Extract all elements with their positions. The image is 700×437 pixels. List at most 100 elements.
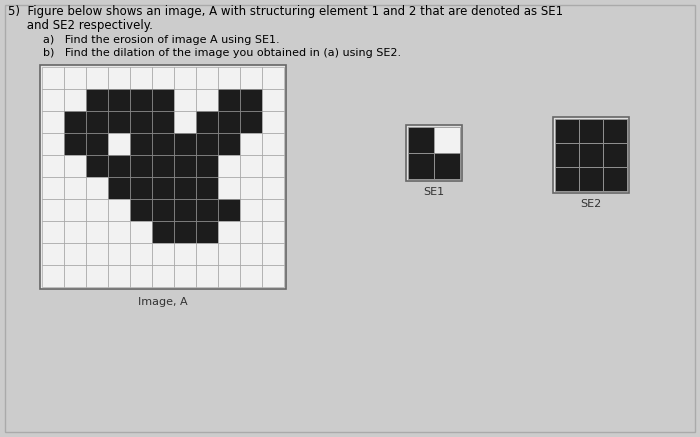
Bar: [579, 143, 603, 167]
Bar: [130, 177, 152, 199]
Bar: [64, 133, 86, 155]
Bar: [262, 89, 284, 111]
Bar: [603, 167, 627, 191]
Bar: [262, 199, 284, 221]
Bar: [42, 67, 64, 89]
Bar: [108, 133, 130, 155]
Bar: [108, 177, 130, 199]
Bar: [555, 143, 579, 167]
Bar: [196, 133, 218, 155]
Bar: [218, 243, 240, 265]
Bar: [42, 177, 64, 199]
Bar: [64, 177, 86, 199]
Bar: [262, 155, 284, 177]
Bar: [108, 221, 130, 243]
Bar: [130, 133, 152, 155]
Bar: [579, 119, 603, 143]
Bar: [64, 89, 86, 111]
Bar: [152, 67, 174, 89]
Bar: [174, 133, 196, 155]
Bar: [42, 243, 64, 265]
Bar: [196, 111, 218, 133]
Bar: [86, 199, 108, 221]
Bar: [240, 155, 262, 177]
Bar: [174, 111, 196, 133]
Bar: [603, 143, 627, 167]
Bar: [218, 199, 240, 221]
Bar: [579, 167, 603, 191]
Bar: [108, 199, 130, 221]
Bar: [152, 265, 174, 287]
Bar: [218, 177, 240, 199]
Bar: [152, 133, 174, 155]
Bar: [196, 155, 218, 177]
Bar: [86, 89, 108, 111]
Bar: [218, 155, 240, 177]
Text: SE1: SE1: [424, 187, 444, 197]
Bar: [152, 243, 174, 265]
Bar: [42, 155, 64, 177]
Text: Image, A: Image, A: [138, 297, 188, 307]
Bar: [108, 111, 130, 133]
Bar: [130, 155, 152, 177]
Bar: [240, 133, 262, 155]
Bar: [218, 67, 240, 89]
Bar: [130, 265, 152, 287]
Bar: [174, 221, 196, 243]
Bar: [86, 265, 108, 287]
Bar: [555, 119, 579, 143]
Bar: [42, 221, 64, 243]
Text: and SE2 respectively.: and SE2 respectively.: [8, 19, 153, 32]
Bar: [196, 243, 218, 265]
Text: a)   Find the erosion of image A using SE1.: a) Find the erosion of image A using SE1…: [8, 35, 279, 45]
Bar: [174, 155, 196, 177]
Bar: [130, 67, 152, 89]
Bar: [108, 265, 130, 287]
Bar: [603, 119, 627, 143]
Bar: [40, 65, 286, 289]
Bar: [108, 243, 130, 265]
Bar: [218, 221, 240, 243]
Bar: [196, 89, 218, 111]
Bar: [108, 67, 130, 89]
Bar: [174, 67, 196, 89]
Bar: [152, 221, 174, 243]
Bar: [108, 89, 130, 111]
Bar: [196, 221, 218, 243]
Bar: [86, 221, 108, 243]
Bar: [86, 177, 108, 199]
Bar: [262, 133, 284, 155]
Text: SE2: SE2: [580, 199, 601, 209]
Bar: [86, 155, 108, 177]
Bar: [42, 199, 64, 221]
Bar: [196, 265, 218, 287]
Bar: [240, 199, 262, 221]
Bar: [152, 177, 174, 199]
Bar: [240, 177, 262, 199]
Bar: [130, 221, 152, 243]
Bar: [240, 265, 262, 287]
Bar: [262, 67, 284, 89]
Bar: [42, 265, 64, 287]
Bar: [262, 243, 284, 265]
Bar: [130, 111, 152, 133]
Text: 5)  Figure below shows an image, A with structuring element 1 and 2 that are den: 5) Figure below shows an image, A with s…: [8, 5, 563, 18]
Bar: [434, 127, 460, 153]
Bar: [262, 177, 284, 199]
Bar: [218, 89, 240, 111]
Bar: [218, 111, 240, 133]
Bar: [130, 89, 152, 111]
Bar: [553, 117, 629, 193]
Bar: [196, 177, 218, 199]
Bar: [218, 133, 240, 155]
Bar: [42, 133, 64, 155]
Bar: [218, 265, 240, 287]
Bar: [174, 265, 196, 287]
Bar: [130, 243, 152, 265]
Bar: [108, 155, 130, 177]
Bar: [408, 153, 434, 179]
Bar: [64, 265, 86, 287]
Bar: [64, 221, 86, 243]
Bar: [240, 243, 262, 265]
Bar: [555, 167, 579, 191]
